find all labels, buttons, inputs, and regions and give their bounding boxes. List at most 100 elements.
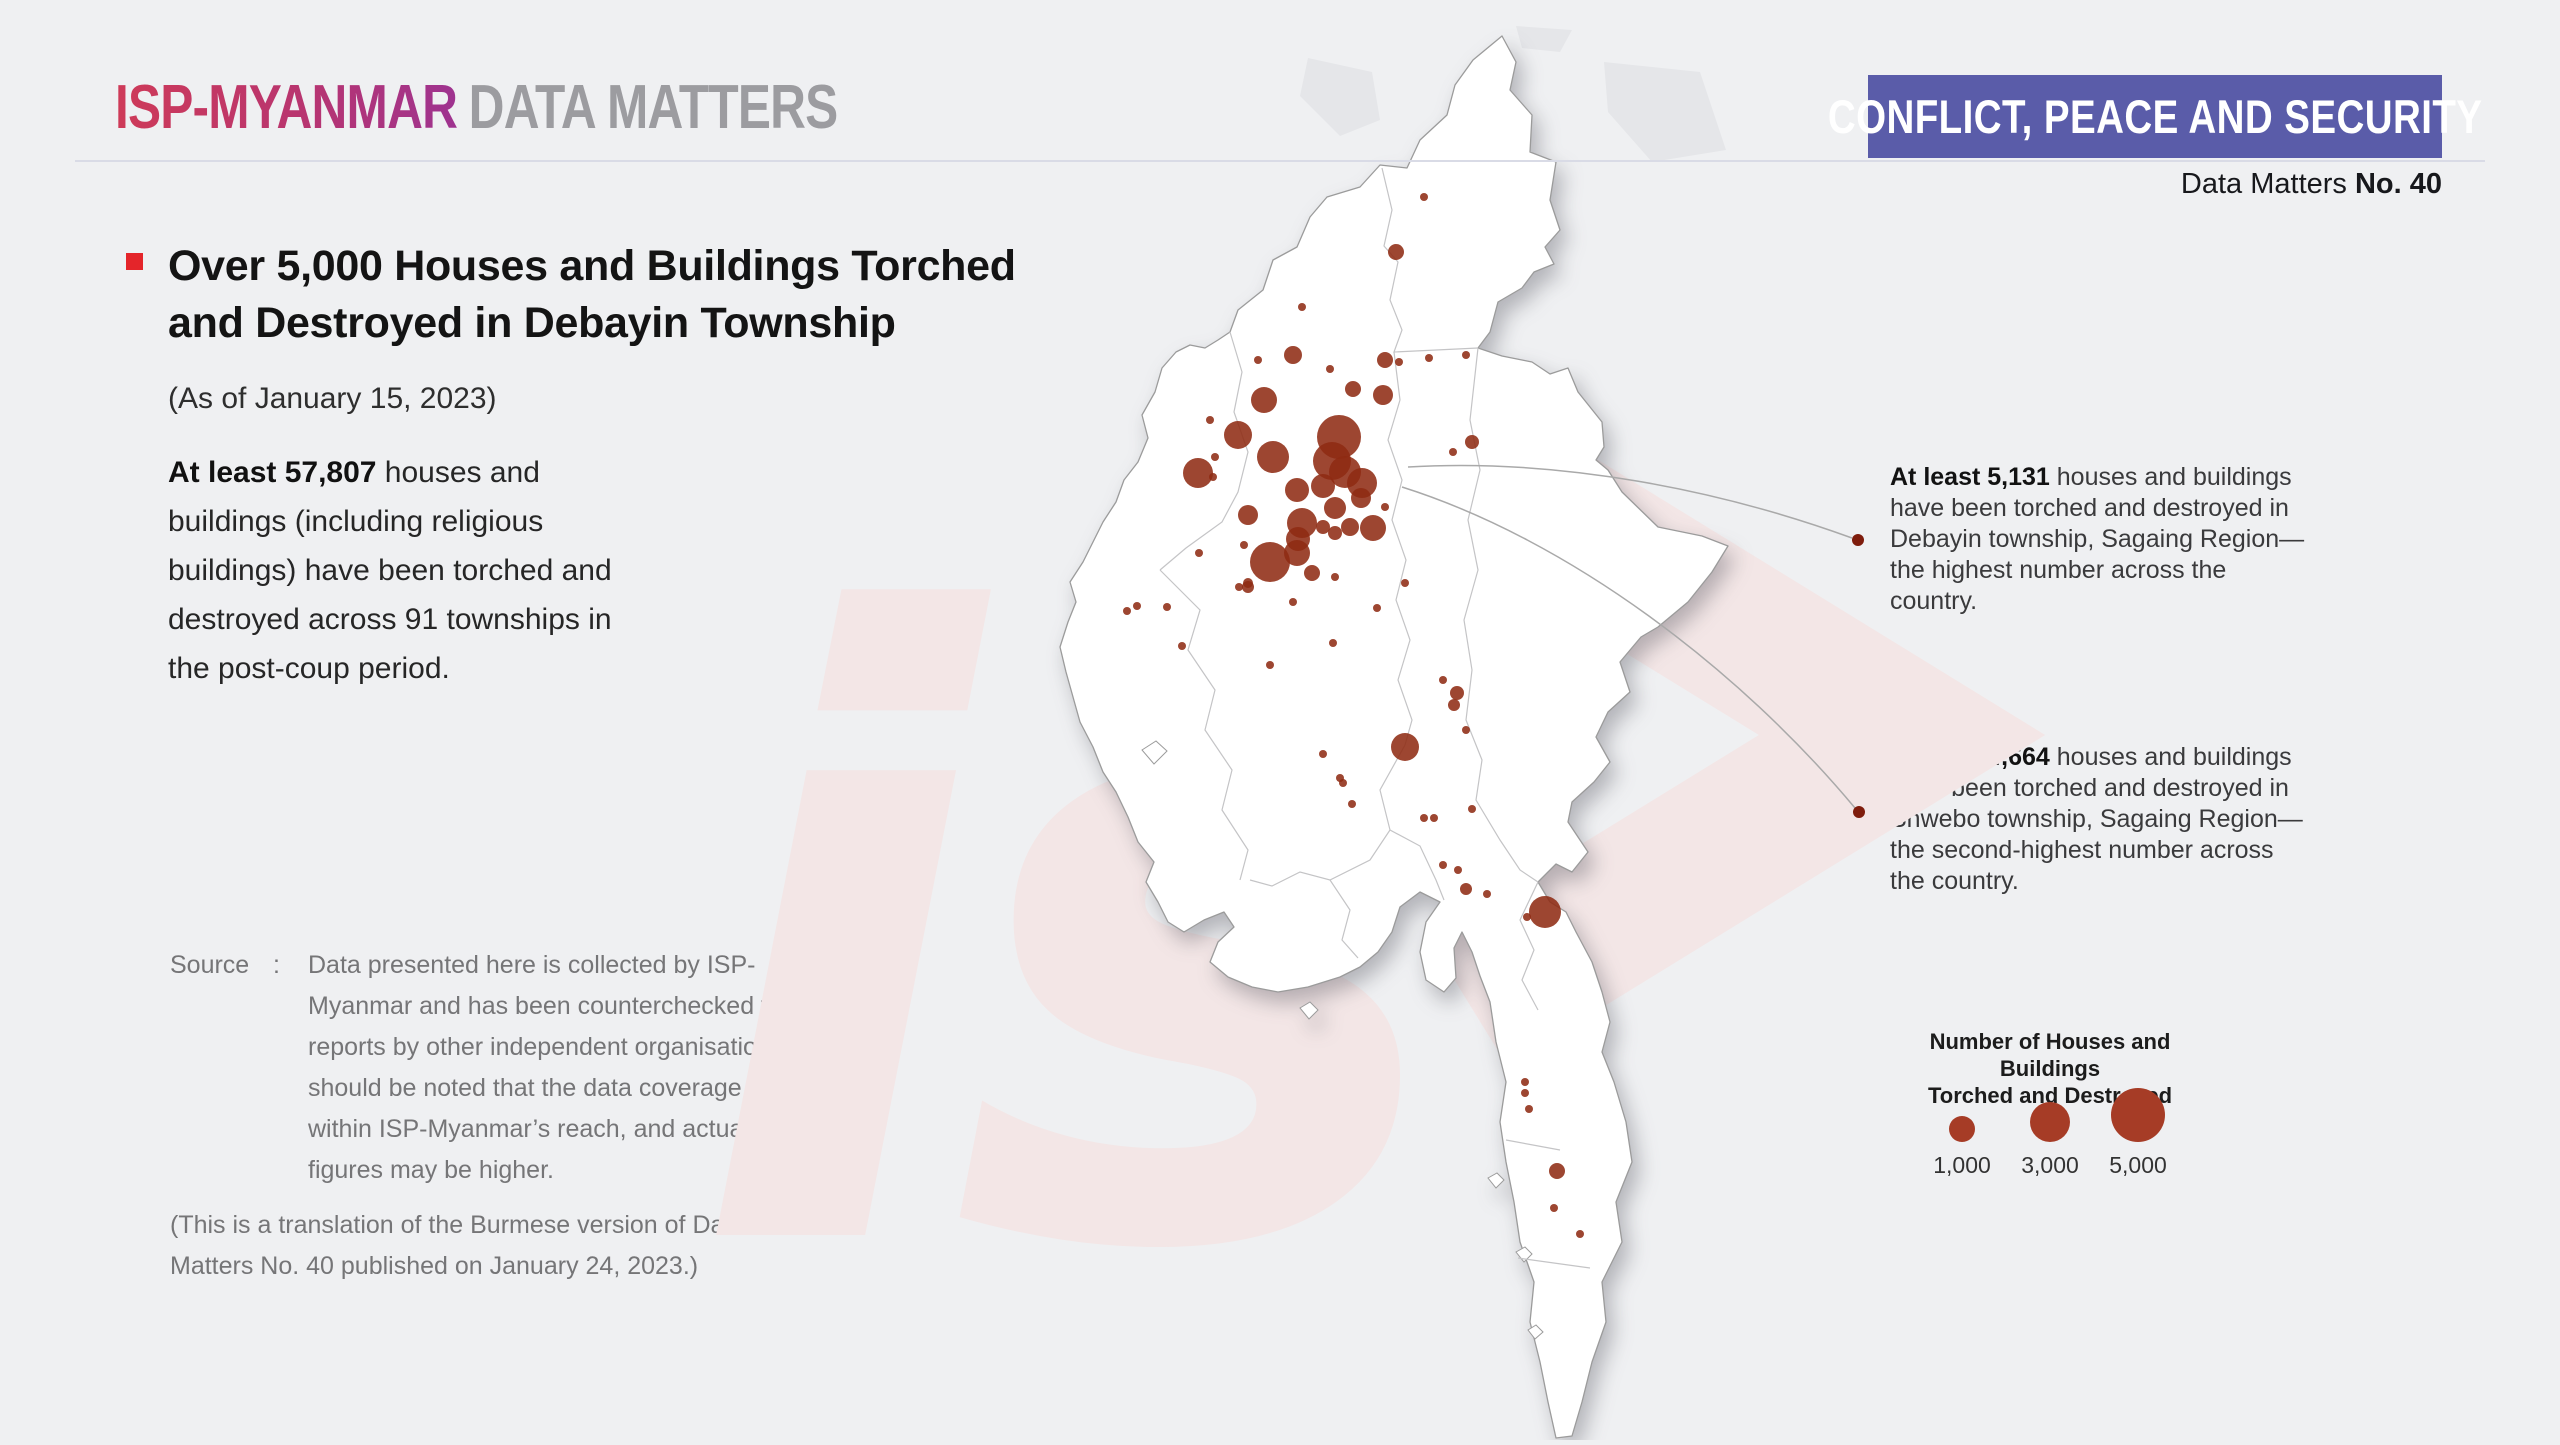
map-bubble	[1224, 421, 1252, 449]
legend-circles	[1918, 1088, 2218, 1142]
headline-bullet-icon	[126, 253, 143, 270]
map-bubble	[1311, 474, 1335, 498]
map-bubble	[1360, 515, 1386, 541]
map-bubble	[1439, 861, 1447, 869]
map-bubble	[1183, 458, 1213, 488]
legend-circle-5000	[2111, 1088, 2165, 1142]
map-bubble	[1430, 814, 1438, 822]
callout-dot	[1852, 534, 1864, 546]
map-bubble	[1284, 540, 1310, 566]
map-bubble	[1304, 565, 1320, 581]
translation-note: (This is a translation of the Burmese ve…	[170, 1211, 746, 1280]
page-title-line1: Over 5,000 Houses and Buildings Torched	[168, 242, 1016, 290]
map-bubble	[1450, 686, 1464, 700]
map-bubble	[1240, 541, 1248, 549]
source-text: Data presented here is collected by ISP-…	[308, 951, 812, 1184]
legend-label-3000: 3,000	[2021, 1152, 2079, 1178]
legend-label-1000: 1,000	[1933, 1152, 1991, 1178]
source-colon: :	[273, 951, 280, 979]
page-title: Over 5,000 Houses and Buildings Torched …	[168, 238, 1028, 352]
map-bubble	[1285, 478, 1309, 502]
state-borders	[1159, 167, 1591, 1269]
legend-circle-3000	[2030, 1102, 2070, 1142]
summary-text: houses and buildings (including religiou…	[168, 456, 612, 685]
annotation-debayin: At least 5,131 houses and buildings have…	[1890, 462, 2310, 617]
legend-labels: 1,000 3,000 5,000	[1918, 1152, 2218, 1179]
map-bubble	[1257, 441, 1289, 473]
category-banner-label: CONFLICT, PEACE AND SECURITY	[1827, 90, 2483, 143]
map-bubble	[1324, 497, 1346, 519]
as-of-date: (As of January 15, 2023)	[168, 382, 497, 415]
page-title-line2: and Destroyed in Debayin Township	[168, 299, 896, 347]
summary-figure: At least 57,807	[168, 456, 377, 489]
map-bubble	[1316, 520, 1330, 534]
map-bubble	[1238, 505, 1258, 525]
map-bubble	[1339, 779, 1347, 787]
map-bubble	[1391, 733, 1419, 761]
map-bubble	[1251, 387, 1277, 413]
map-bubble	[1521, 1078, 1529, 1086]
map-bubble	[1465, 435, 1479, 449]
bubble-layer	[1123, 193, 1584, 1238]
map-bubble	[1348, 800, 1356, 808]
map-bubble	[1395, 358, 1403, 366]
map-bubble	[1460, 883, 1472, 895]
source-label: Source	[170, 951, 250, 979]
map-bubble	[1401, 579, 1409, 587]
issue-prefix: Data Matters	[2180, 168, 2355, 200]
map-bubble	[1123, 607, 1131, 615]
map-bubble	[1319, 750, 1327, 758]
map-bubble	[1388, 244, 1404, 260]
neighbor-shapes	[1300, 26, 1726, 162]
annotation-debayin-text: houses and buildings have been torched a…	[1890, 463, 2305, 615]
callout-lines	[1401, 464, 1856, 809]
map-bubble	[1163, 603, 1171, 611]
map-bubble	[1462, 726, 1470, 734]
legend-title-line1: Number of Houses and Buildings	[1929, 1029, 2171, 1081]
map-bubble	[1550, 1204, 1558, 1212]
map-bubble	[1549, 1163, 1565, 1179]
map-bubble	[1345, 381, 1361, 397]
callout-line-shwebo	[1401, 486, 1856, 809]
map-bubble	[1462, 351, 1470, 359]
callout-line-debayin	[1407, 464, 1853, 539]
myanmar-outline	[1059, 35, 1729, 1439]
map-bubble	[1381, 503, 1389, 511]
map-bubble	[1449, 448, 1457, 456]
map-bubble	[1235, 583, 1243, 591]
map-bubble	[1351, 488, 1371, 508]
category-banner: CONFLICT, PEACE AND SECURITY	[1828, 75, 2482, 158]
map-bubble	[1420, 193, 1428, 201]
map-bubble	[1373, 385, 1393, 405]
map-bubble	[1483, 890, 1491, 898]
map-bubble	[1439, 676, 1447, 684]
callout-dots	[1852, 534, 1865, 818]
map-bubble	[1523, 913, 1531, 921]
map-bubble	[1284, 346, 1302, 364]
map-bubble	[1341, 518, 1359, 536]
map-bubble	[1211, 453, 1219, 461]
map-bubble	[1468, 805, 1476, 813]
header-divider	[75, 160, 2485, 162]
logo-data-matters: DATA MATTERS	[468, 73, 839, 142]
map-bubble	[1425, 354, 1433, 362]
map-bubble	[1328, 526, 1342, 540]
map-bubble	[1289, 598, 1297, 606]
map-bubble	[1133, 602, 1141, 610]
map-bubble	[1178, 642, 1186, 650]
map-bubble	[1250, 542, 1290, 582]
map-bubble	[1331, 573, 1339, 581]
map-bubble	[1329, 639, 1337, 647]
map-bubble	[1266, 661, 1274, 669]
issue-number: Data Matters No. 40	[1842, 168, 2442, 201]
map-bubble	[1448, 699, 1460, 711]
map-bubble	[1209, 473, 1217, 481]
logo-isp-myanmar: ISP-MYANMAR	[115, 73, 458, 142]
map-bubble	[1525, 1105, 1533, 1113]
callout-dot	[1853, 806, 1865, 818]
map-bubble	[1454, 866, 1462, 874]
legend-label-5000: 5,000	[2109, 1152, 2167, 1178]
map-bubble	[1529, 896, 1561, 928]
map-bubble	[1326, 365, 1334, 373]
